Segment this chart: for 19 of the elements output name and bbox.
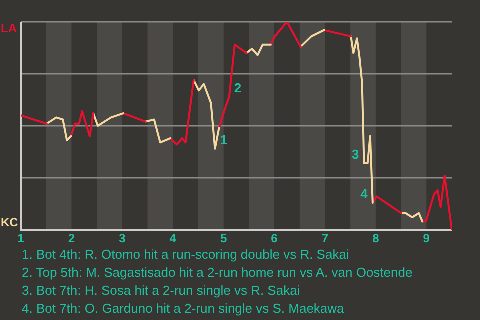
annotation: 4 — [360, 186, 369, 202]
annotation: 1 — [220, 132, 228, 148]
x-tick-label: 5 — [220, 232, 228, 246]
x-tick-label: 9 — [423, 232, 430, 246]
text: 4. Bot 7th: O. Garduno hit a 2-run single vs S. Maekawa — [22, 300, 346, 318]
text: KC — [1, 215, 19, 230]
x-tick-label: 8 — [372, 232, 380, 246]
text: 1. Bot 4th: R. Otomo hit a run-scoring double vs R. Sakai — [22, 246, 350, 264]
x-tick-label: 3 — [119, 232, 126, 246]
x-tick-label: 1 — [18, 232, 25, 246]
text: 2. Top 5th: M. Sagastisado hit a 2-run home run vs A. van Oostende — [22, 264, 413, 282]
annotation: 2 — [234, 80, 242, 96]
x-tick-label: 6 — [271, 232, 278, 246]
annotation: 3 — [352, 147, 360, 162]
text: LA — [1, 21, 18, 36]
x-tick-label: 4 — [170, 232, 177, 246]
x-tick-label: 2 — [68, 232, 76, 246]
x-tick-label: 7 — [322, 232, 329, 246]
text: 3. Bot 7th: H. Sosa hit a 2-run single vs R. Sakai — [22, 282, 302, 300]
